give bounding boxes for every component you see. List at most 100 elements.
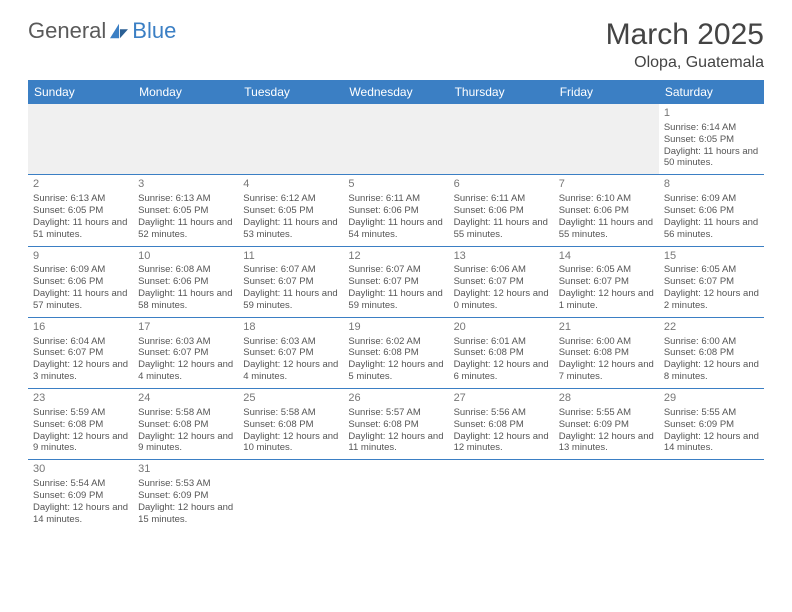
day-number: 27: [454, 392, 549, 406]
calendar-cell: 3Sunrise: 6:13 AMSunset: 6:05 PMDaylight…: [133, 175, 238, 246]
title-block: March 2025 Olopa, Guatemala: [606, 18, 764, 72]
calendar-cell: 16Sunrise: 6:04 AMSunset: 6:07 PMDayligh…: [28, 317, 133, 388]
sunrise-line: Sunrise: 6:05 AM: [664, 264, 759, 276]
day-number: 4: [243, 178, 338, 192]
sunrise-line: Sunrise: 5:54 AM: [33, 478, 128, 490]
daylight-line: Daylight: 12 hours and 0 minutes.: [454, 288, 549, 312]
sunset-line: Sunset: 6:07 PM: [33, 347, 128, 359]
sunrise-line: Sunrise: 5:57 AM: [348, 407, 443, 419]
logo-word2: Blue: [132, 18, 176, 44]
sunrise-line: Sunrise: 6:10 AM: [559, 193, 654, 205]
calendar-cell: 19Sunrise: 6:02 AMSunset: 6:08 PMDayligh…: [343, 317, 448, 388]
calendar-cell: 27Sunrise: 5:56 AMSunset: 6:08 PMDayligh…: [449, 389, 554, 460]
day-number: 28: [559, 392, 654, 406]
weekday-header: Thursday: [449, 80, 554, 104]
calendar-cell: 30Sunrise: 5:54 AMSunset: 6:09 PMDayligh…: [28, 460, 133, 531]
sunset-line: Sunset: 6:05 PM: [33, 205, 128, 217]
calendar-row: 1Sunrise: 6:14 AMSunset: 6:05 PMDaylight…: [28, 104, 764, 175]
sunset-line: Sunset: 6:08 PM: [33, 419, 128, 431]
calendar-cell: [28, 104, 133, 175]
calendar-cell: 2Sunrise: 6:13 AMSunset: 6:05 PMDaylight…: [28, 175, 133, 246]
calendar-row: 30Sunrise: 5:54 AMSunset: 6:09 PMDayligh…: [28, 460, 764, 531]
calendar-cell: [238, 104, 343, 175]
sunset-line: Sunset: 6:07 PM: [138, 347, 233, 359]
calendar-cell: 8Sunrise: 6:09 AMSunset: 6:06 PMDaylight…: [659, 175, 764, 246]
calendar-cell: [343, 104, 448, 175]
day-number: 6: [454, 178, 549, 192]
day-number: 16: [33, 321, 128, 335]
daylight-line: Daylight: 12 hours and 15 minutes.: [138, 502, 233, 526]
calendar-cell: [659, 460, 764, 531]
daylight-line: Daylight: 11 hours and 57 minutes.: [33, 288, 128, 312]
calendar-cell: 20Sunrise: 6:01 AMSunset: 6:08 PMDayligh…: [449, 317, 554, 388]
sunset-line: Sunset: 6:09 PM: [33, 490, 128, 502]
sunrise-line: Sunrise: 5:56 AM: [454, 407, 549, 419]
daylight-line: Daylight: 12 hours and 8 minutes.: [664, 359, 759, 383]
sunrise-line: Sunrise: 6:04 AM: [33, 336, 128, 348]
sunrise-line: Sunrise: 6:09 AM: [33, 264, 128, 276]
daylight-line: Daylight: 12 hours and 5 minutes.: [348, 359, 443, 383]
sunrise-line: Sunrise: 5:55 AM: [559, 407, 654, 419]
sunset-line: Sunset: 6:06 PM: [138, 276, 233, 288]
sunrise-line: Sunrise: 6:11 AM: [454, 193, 549, 205]
calendar-row: 16Sunrise: 6:04 AMSunset: 6:07 PMDayligh…: [28, 317, 764, 388]
calendar-cell: 10Sunrise: 6:08 AMSunset: 6:06 PMDayligh…: [133, 246, 238, 317]
sunrise-line: Sunrise: 6:00 AM: [559, 336, 654, 348]
sunrise-line: Sunrise: 6:00 AM: [664, 336, 759, 348]
calendar-cell: 9Sunrise: 6:09 AMSunset: 6:06 PMDaylight…: [28, 246, 133, 317]
day-number: 14: [559, 250, 654, 264]
calendar-table: Sunday Monday Tuesday Wednesday Thursday…: [28, 80, 764, 531]
sunset-line: Sunset: 6:07 PM: [559, 276, 654, 288]
day-number: 1: [664, 107, 759, 121]
weekday-header: Sunday: [28, 80, 133, 104]
daylight-line: Daylight: 11 hours and 56 minutes.: [664, 217, 759, 241]
sunset-line: Sunset: 6:08 PM: [138, 419, 233, 431]
location: Olopa, Guatemala: [606, 54, 764, 72]
sunrise-line: Sunrise: 6:09 AM: [664, 193, 759, 205]
sunset-line: Sunset: 6:08 PM: [559, 347, 654, 359]
sunrise-line: Sunrise: 5:58 AM: [138, 407, 233, 419]
sunrise-line: Sunrise: 6:03 AM: [243, 336, 338, 348]
sunset-line: Sunset: 6:08 PM: [348, 347, 443, 359]
calendar-cell: 26Sunrise: 5:57 AMSunset: 6:08 PMDayligh…: [343, 389, 448, 460]
calendar-cell: [554, 104, 659, 175]
weekday-header-row: Sunday Monday Tuesday Wednesday Thursday…: [28, 80, 764, 104]
daylight-line: Daylight: 12 hours and 9 minutes.: [33, 431, 128, 455]
daylight-line: Daylight: 11 hours and 55 minutes.: [559, 217, 654, 241]
sunset-line: Sunset: 6:08 PM: [348, 419, 443, 431]
sunrise-line: Sunrise: 6:11 AM: [348, 193, 443, 205]
calendar-row: 2Sunrise: 6:13 AMSunset: 6:05 PM Daylight…: [28, 175, 764, 246]
daylight-line: Daylight: 12 hours and 7 minutes.: [559, 359, 654, 383]
calendar-cell: 6Sunrise: 6:11 AMSunset: 6:06 PMDaylight…: [449, 175, 554, 246]
sunrise-line: Sunrise: 6:07 AM: [348, 264, 443, 276]
calendar-cell: 4Sunrise: 6:12 AMSunset: 6:05 PMDaylight…: [238, 175, 343, 246]
sunset-line: Sunset: 6:06 PM: [664, 205, 759, 217]
day-number: 11: [243, 250, 338, 264]
daylight-line: Daylight: 12 hours and 13 minutes.: [559, 431, 654, 455]
calendar-cell: 28Sunrise: 5:55 AMSunset: 6:09 PMDayligh…: [554, 389, 659, 460]
sunrise-line: Sunrise: 5:58 AM: [243, 407, 338, 419]
daylight-line: Daylight: 12 hours and 3 minutes.: [33, 359, 128, 383]
weekday-header: Monday: [133, 80, 238, 104]
daylight-line: Daylight: 11 hours and 54 minutes.: [348, 217, 443, 241]
weekday-header: Saturday: [659, 80, 764, 104]
daylight-line: Daylight: 11 hours and 50 minutes.: [664, 146, 759, 170]
sunset-line: Sunset: 6:06 PM: [33, 276, 128, 288]
calendar-cell: 23Sunrise: 5:59 AMSunset: 6:08 PMDayligh…: [28, 389, 133, 460]
day-number: 3: [138, 178, 233, 192]
day-number: 7: [559, 178, 654, 192]
sunrise-line: Sunrise: 6:06 AM: [454, 264, 549, 276]
daylight-line: Daylight: 12 hours and 11 minutes.: [348, 431, 443, 455]
day-number: 22: [664, 321, 759, 335]
daylight-line: Daylight: 11 hours and 53 minutes.: [243, 217, 338, 241]
sunrise-line: Sunrise: 6:13 AM: [33, 193, 128, 205]
day-number: 15: [664, 250, 759, 264]
sunset-line: Sunset: 6:06 PM: [348, 205, 443, 217]
day-number: 18: [243, 321, 338, 335]
day-number: 2: [33, 178, 128, 192]
sunset-line: Sunset: 6:08 PM: [243, 419, 338, 431]
day-number: 5: [348, 178, 443, 192]
day-number: 31: [138, 463, 233, 477]
calendar-cell: 25Sunrise: 5:58 AMSunset: 6:08 PMDayligh…: [238, 389, 343, 460]
day-number: 21: [559, 321, 654, 335]
